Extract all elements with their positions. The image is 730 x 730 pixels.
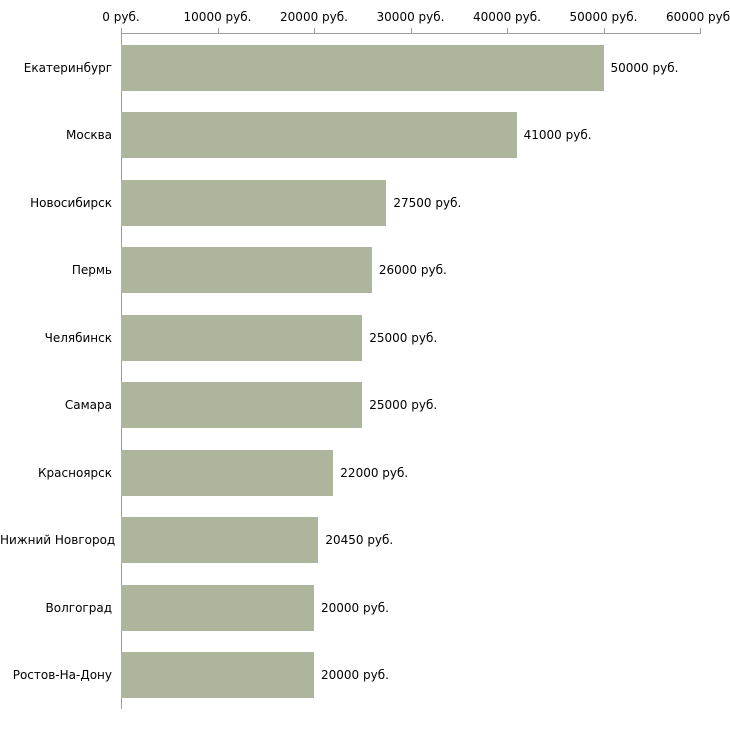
bar-row: Волгоград 20000 руб.	[0, 574, 730, 642]
y-axis-line	[121, 33, 122, 709]
category-label: Ростов-На-Дону	[12, 668, 112, 683]
x-tick-mark	[507, 28, 508, 33]
bar-row: Новосибирск 27500 руб.	[0, 169, 730, 237]
x-tick-mark	[314, 28, 315, 33]
category-label: Челябинск	[44, 330, 112, 345]
x-tick-mark	[121, 28, 122, 33]
category-label: Новосибирск	[30, 195, 112, 210]
bar	[121, 449, 334, 496]
bar	[121, 382, 363, 429]
x-tick-mark	[603, 28, 605, 33]
x-tick-label: 10000 руб.	[183, 10, 252, 24]
bar-row: Самара 25000 руб.	[0, 372, 730, 440]
bar	[121, 517, 319, 564]
value-label: 41000 руб.	[523, 128, 592, 143]
category-label: Красноярск	[38, 465, 112, 480]
bar-row: Нижний Новгород 20450 руб.	[0, 507, 730, 575]
bar-row: Красноярск 22000 руб.	[0, 439, 730, 507]
bar-row: Екатеринбург 50000 руб.	[0, 34, 730, 102]
category-label: Екатеринбург	[23, 60, 112, 75]
x-tick-mark	[700, 28, 701, 33]
value-label: 25000 руб.	[369, 398, 438, 413]
category-label: Нижний Новгород	[0, 533, 116, 548]
bar-row: Пермь 26000 руб.	[0, 237, 730, 305]
bar	[121, 314, 363, 361]
bar-row: Челябинск 25000 руб.	[0, 304, 730, 372]
bar-track: 22000 руб.	[118, 449, 730, 496]
bar-track: 20000 руб.	[118, 584, 730, 631]
bar-track: 27500 руб.	[118, 179, 730, 226]
x-tick-mark	[217, 28, 219, 33]
bar	[121, 247, 372, 294]
x-tick-label: 30000 руб.	[376, 10, 445, 24]
value-label: 20450 руб.	[325, 533, 394, 548]
bar	[121, 44, 604, 91]
category-label: Москва	[66, 128, 112, 143]
value-label: 25000 руб.	[369, 330, 438, 345]
plot-area: Екатеринбург 50000 руб. Москва 41000 руб. Но…	[0, 34, 730, 709]
bar-track: 26000 руб.	[118, 247, 730, 294]
bar-track: 20000 руб.	[118, 652, 730, 699]
x-tick-label: 50000 руб.	[569, 10, 638, 24]
bar-row: Ростов-На-Дону 20000 руб.	[0, 642, 730, 710]
x-axis-line	[121, 33, 701, 34]
bar-track: 50000 руб.	[118, 44, 730, 91]
value-label: 20000 руб.	[321, 600, 389, 615]
bar	[121, 652, 314, 699]
x-tick-label: 60000 руб.	[666, 10, 730, 24]
bar-track: 25000 руб.	[118, 382, 730, 429]
bar	[121, 179, 387, 226]
value-label: 22000 руб.	[340, 465, 409, 480]
value-label: 27500 руб.	[393, 195, 462, 210]
category-label: Пермь	[71, 263, 112, 278]
x-tick-mark	[410, 28, 412, 33]
bar-track: 25000 руб.	[118, 314, 730, 361]
x-tick-label: 0 руб.	[102, 10, 140, 24]
value-label: 50000 руб.	[610, 60, 679, 75]
bar-track: 41000 руб.	[118, 112, 730, 159]
category-label: Волгоград	[45, 600, 112, 615]
bar-track: 20450 руб.	[118, 517, 730, 564]
x-tick-label: 20000 руб.	[280, 10, 348, 24]
category-label: Самара	[64, 398, 112, 413]
bar	[121, 112, 517, 159]
bar-row: Москва 41000 руб.	[0, 102, 730, 170]
bar	[121, 584, 314, 631]
value-label: 20000 руб.	[321, 668, 389, 683]
value-label: 26000 руб.	[378, 263, 447, 278]
x-tick-label: 40000 руб.	[473, 10, 541, 24]
